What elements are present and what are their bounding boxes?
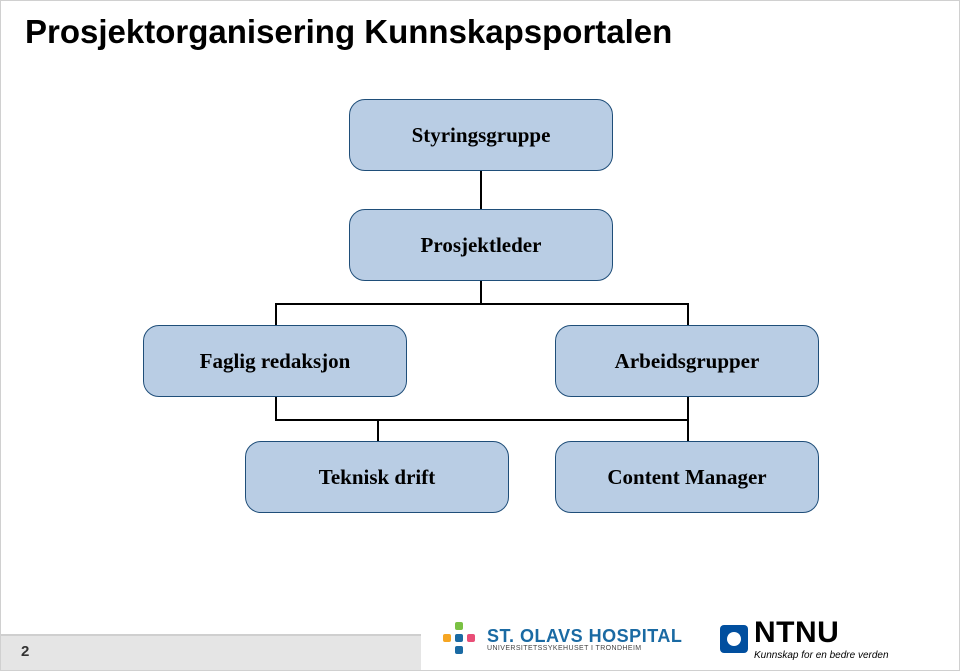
- ntnu-logo: NTNU Kunnskap for en bedre verden: [720, 614, 945, 664]
- stolav-logo: ST. OLAVS HOSPITAL UNIVERSITETSSYKEHUSET…: [441, 614, 691, 664]
- node-content-manager: Content Manager: [555, 441, 819, 513]
- slide: Prosjektorganisering Kunnskapsportalen S…: [0, 0, 960, 671]
- connector: [687, 419, 689, 441]
- connector: [377, 419, 379, 441]
- node-faglig-redaksjon: Faglig redaksjon: [143, 325, 407, 397]
- connector: [480, 171, 482, 209]
- stolav-text: ST. OLAVS HOSPITAL UNIVERSITETSSYKEHUSET…: [487, 627, 682, 652]
- slide-title: Prosjektorganisering Kunnskapsportalen: [25, 13, 672, 51]
- footer: 2 ST. OLAVS HOSPITAL UNIVERSITETSSYKEHUS…: [1, 608, 959, 670]
- node-label: Content Manager: [607, 465, 766, 490]
- connector: [275, 303, 277, 325]
- footer-grey-bar: [1, 634, 421, 670]
- connector: [275, 419, 689, 421]
- page-number: 2: [21, 643, 29, 660]
- stolav-mark-icon: [441, 620, 479, 658]
- stolav-sub: UNIVERSITETSSYKEHUSET I TRONDHEIM: [487, 645, 682, 652]
- node-label: Styringsgruppe: [412, 123, 551, 148]
- connector: [480, 281, 482, 303]
- ntnu-main: NTNU: [754, 618, 889, 648]
- node-label: Prosjektleder: [421, 233, 542, 258]
- node-label: Faglig redaksjon: [200, 349, 351, 374]
- node-label: Teknisk drift: [319, 465, 436, 490]
- node-teknisk-drift: Teknisk drift: [245, 441, 509, 513]
- connector: [687, 303, 689, 325]
- ntnu-text-block: NTNU Kunnskap for en bedre verden: [754, 618, 889, 661]
- stolav-main: ST. OLAVS HOSPITAL: [487, 627, 682, 645]
- connector: [275, 303, 687, 305]
- node-label: Arbeidsgrupper: [615, 349, 760, 374]
- node-arbeidsgrupper: Arbeidsgrupper: [555, 325, 819, 397]
- ntnu-mark-icon: [720, 625, 748, 653]
- node-prosjektleder: Prosjektleder: [349, 209, 613, 281]
- ntnu-sub: Kunnskap for en bedre verden: [754, 650, 889, 661]
- connector: [687, 397, 689, 419]
- node-styringsgruppe: Styringsgruppe: [349, 99, 613, 171]
- connector: [275, 397, 277, 419]
